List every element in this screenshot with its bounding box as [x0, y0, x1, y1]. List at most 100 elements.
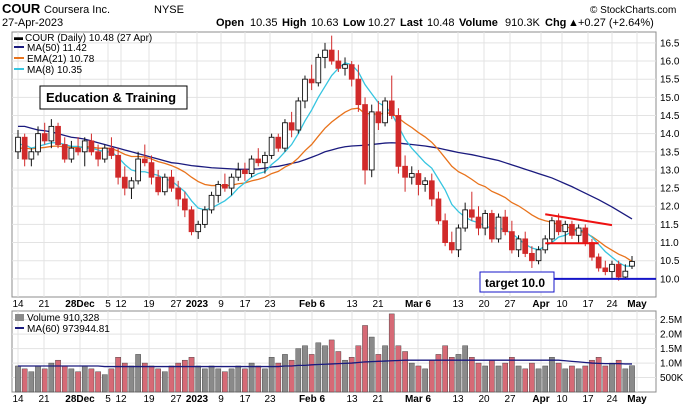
- volume-bar: [535, 368, 542, 393]
- price-tick-label: 11.0: [660, 238, 679, 249]
- volume-bar: [469, 357, 475, 393]
- candle-body: [575, 227, 582, 236]
- candle-body: [555, 220, 562, 233]
- candle-body: [462, 209, 469, 229]
- volume-bar: [515, 365, 522, 393]
- candle-body: [629, 260, 635, 267]
- x-tick-label: 5: [105, 394, 111, 405]
- open-value: 10.35: [250, 17, 278, 29]
- candle-body: [235, 169, 242, 178]
- candle-body: [181, 198, 188, 211]
- candle-body: [282, 122, 288, 149]
- candle-body: [155, 176, 162, 193]
- sector-label: Education & Training: [46, 90, 176, 105]
- x-tick-label: 12: [115, 394, 127, 405]
- volume-bar: [168, 365, 175, 393]
- volume-bar: [142, 362, 148, 393]
- x-tick-label: 13: [346, 394, 358, 405]
- price-axis: 16.5 16.0 15.5 15.0 14.5 14.0 13.5 13.0 12.5 12.0…: [660, 38, 680, 285]
- volume-bar: [388, 313, 395, 393]
- change-up-icon: ▲: [568, 17, 579, 29]
- volume-bar: [549, 357, 555, 393]
- candle-body: [195, 223, 202, 233]
- candle-body: [88, 140, 95, 153]
- volume-bar: [555, 362, 562, 393]
- volume-ma60-line: [18, 359, 632, 368]
- candle-body: [368, 111, 375, 171]
- volume-bar: [602, 365, 609, 393]
- candle-body: [308, 78, 315, 84]
- volume-bar: [55, 359, 61, 393]
- low-value: 10.27: [368, 17, 396, 29]
- volume-bar: [248, 362, 255, 393]
- price-tick-label: 13.5: [660, 147, 680, 158]
- x-tick-label: Apr: [532, 299, 549, 310]
- candle-body: [408, 173, 415, 178]
- x-tick-label: Mar 6: [405, 299, 432, 310]
- x-tick-label: 21: [372, 394, 384, 405]
- volume-bar: [81, 365, 88, 393]
- candle-body: [475, 216, 482, 229]
- ema21-legend-label: EMA(21) 10.78: [27, 54, 95, 65]
- candle-body: [322, 49, 328, 58]
- x-tick-label: 13: [452, 394, 464, 405]
- candle-body: [328, 49, 335, 62]
- price-tick-label: 15.0: [660, 93, 680, 104]
- volume-bar: [95, 371, 101, 393]
- x-tick-label: 24: [606, 299, 618, 310]
- volume-bar: [68, 368, 75, 393]
- volume-bar: [268, 357, 275, 393]
- candle-body: [315, 56, 322, 84]
- x-tick-label: May: [627, 299, 647, 310]
- volume-bar: [155, 368, 161, 393]
- volume-legend: Volume 910,328 MA(60) 973944.81: [15, 313, 110, 335]
- company-name: Coursera Inc.: [44, 4, 110, 16]
- x-tick-label: 19: [143, 394, 155, 405]
- volume-bar: [235, 365, 242, 393]
- legend-title: ▬: [14, 32, 23, 42]
- x-axis-top: 14 21 28Dec 5 12 19 27 2023 9 17 23 Feb 6 13 21 Mar 6 1…: [12, 299, 647, 310]
- volume-bar: [502, 362, 508, 393]
- candle-body: [562, 223, 569, 233]
- low-label: Low: [343, 17, 365, 29]
- x-tick-label: 27: [170, 299, 182, 310]
- volume-bar: [21, 368, 28, 393]
- candle-body: [448, 242, 455, 251]
- ma50-line: [18, 125, 633, 220]
- candle-body: [188, 209, 195, 233]
- volume-bar: [442, 345, 448, 393]
- x-tick-label: 27: [504, 299, 516, 310]
- volume-bar: [322, 345, 328, 393]
- x-axis-bottom: 14 21 28Dec 5 12 19 27 2023 9 17 23 Feb 6 13 21 Mar 6 1…: [12, 394, 647, 405]
- candle-body: [442, 220, 448, 243]
- candle-body: [108, 147, 115, 156]
- candle-body: [495, 216, 502, 240]
- candle-body: [422, 180, 428, 185]
- candle-body: [295, 100, 302, 131]
- candle-body: [402, 165, 408, 178]
- volume-bar: [101, 374, 108, 393]
- candle-body: [482, 213, 489, 229]
- x-tick-label: 21: [38, 394, 50, 405]
- watermark: © StockCharts.com: [590, 5, 676, 16]
- volume-bar: [75, 371, 81, 393]
- x-tick-label: 10: [556, 299, 568, 310]
- candle-body: [175, 187, 182, 200]
- volume-bar: [28, 371, 35, 393]
- volume-bar: [575, 368, 582, 393]
- volume-bar: [135, 354, 141, 393]
- target-label: target 10.0: [485, 276, 545, 290]
- candle-body: [435, 198, 442, 222]
- candle-body: [382, 100, 388, 124]
- high-label: High: [282, 17, 307, 29]
- price-tick-label: 16.0: [660, 57, 680, 68]
- candle-body: [35, 133, 41, 153]
- volume-bar: [455, 354, 462, 393]
- volume-bar: [15, 365, 21, 393]
- candle-body: [121, 176, 128, 189]
- candle-body: [55, 125, 61, 145]
- volume-bar: [595, 357, 602, 393]
- candle-body: [115, 154, 121, 178]
- candle-body: [609, 263, 615, 273]
- candle-body: [509, 231, 515, 251]
